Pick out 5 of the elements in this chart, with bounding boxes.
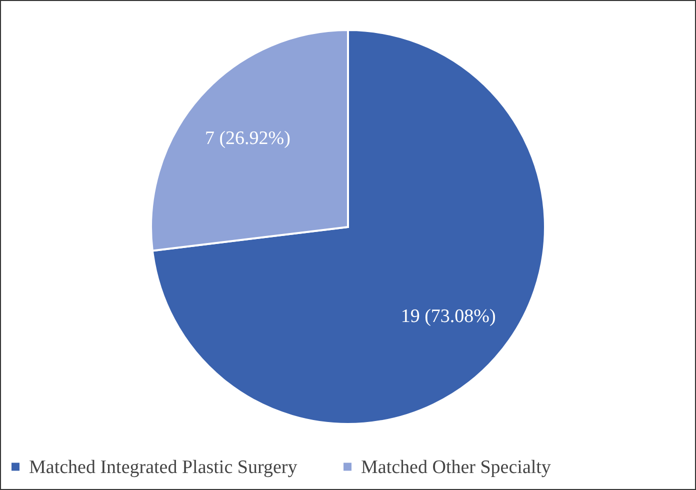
pie-slice [151, 29, 546, 425]
data-label: 19 (73.08%) [400, 306, 496, 327]
data-label: 7 (26.92%) [204, 128, 290, 150]
legend-label: Matched Integrated Plastic Surgery [29, 456, 298, 478]
legend-label: Matched Other Specialty [361, 456, 552, 478]
